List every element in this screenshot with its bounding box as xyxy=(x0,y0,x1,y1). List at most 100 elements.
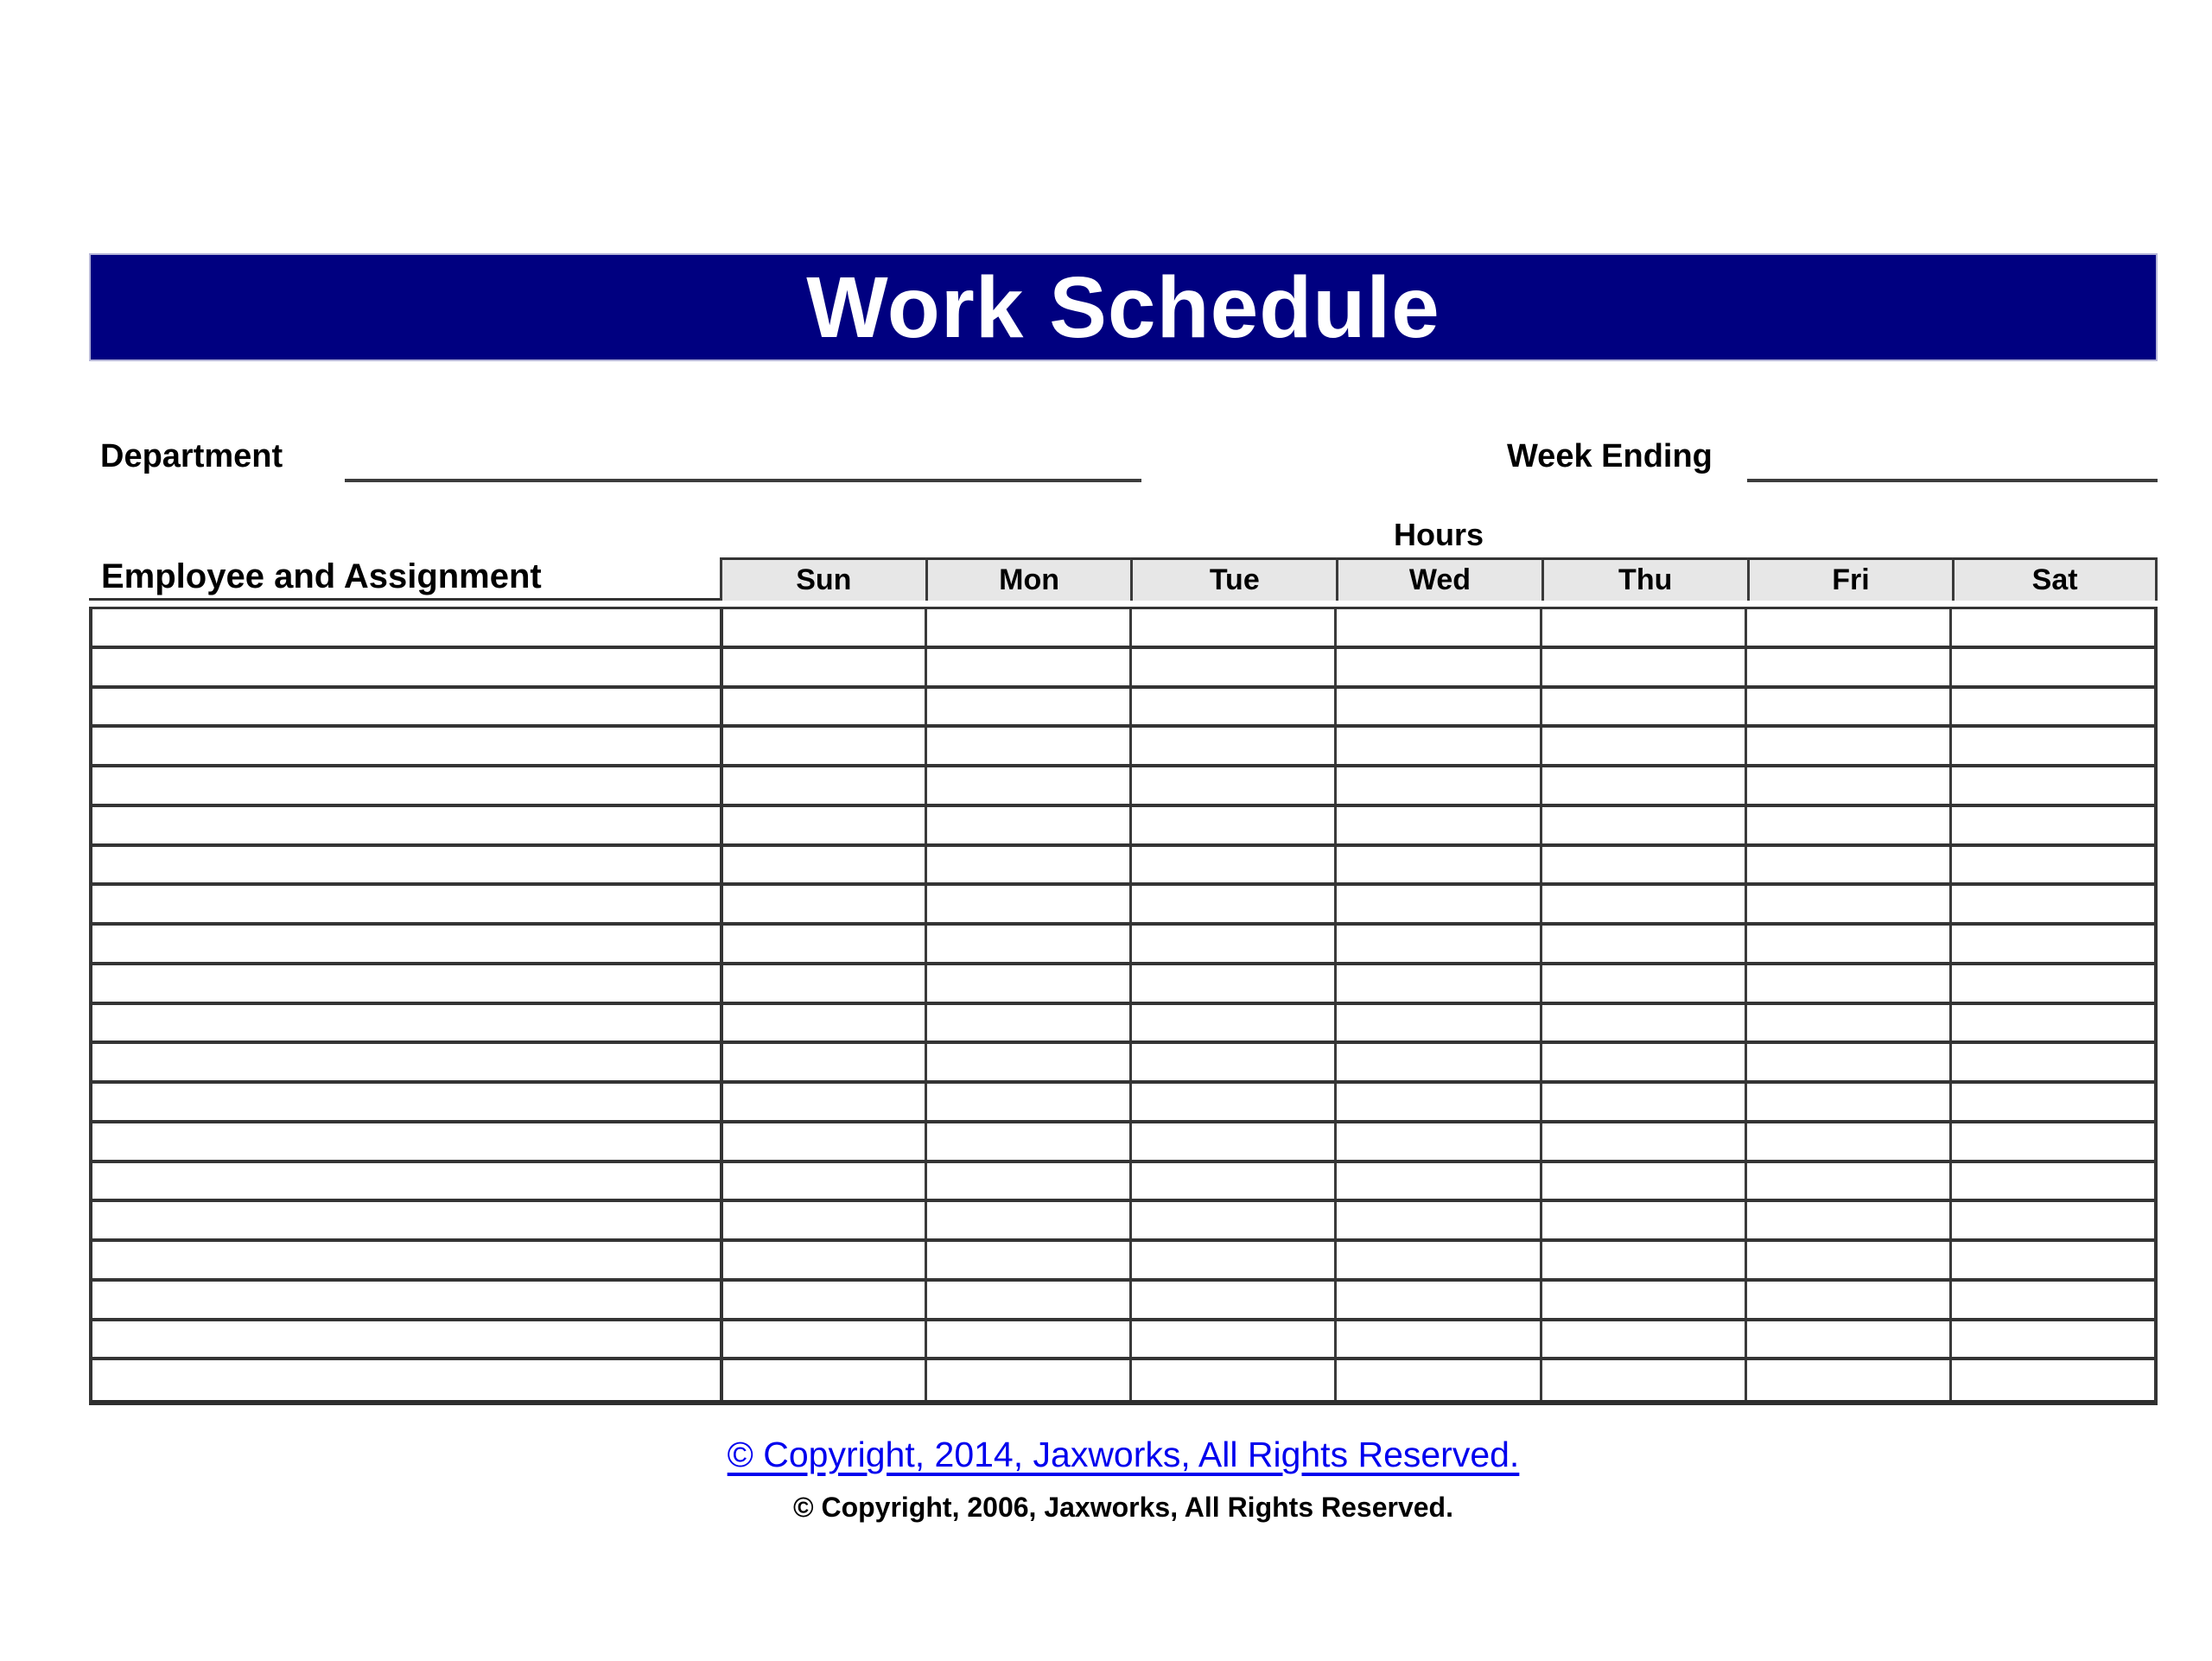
hours-cell[interactable] xyxy=(1744,767,1949,804)
hours-cell[interactable] xyxy=(1744,1162,1949,1200)
hours-cell[interactable] xyxy=(1539,1360,1745,1400)
hours-cell[interactable] xyxy=(1334,1004,1540,1041)
hours-cell[interactable] xyxy=(1129,1084,1335,1120)
hours-cell[interactable] xyxy=(925,1202,1130,1238)
hours-cell[interactable] xyxy=(1948,1084,2154,1120)
hours-cell[interactable] xyxy=(1334,1360,1540,1400)
hours-cell[interactable] xyxy=(720,1360,925,1400)
hours-cell[interactable] xyxy=(1539,688,1745,725)
employee-assignment-cell[interactable] xyxy=(92,1162,720,1200)
hours-cell[interactable] xyxy=(1539,1242,1745,1278)
hours-cell[interactable] xyxy=(1129,1321,1335,1358)
hours-cell[interactable] xyxy=(720,1123,925,1160)
hours-cell[interactable] xyxy=(925,1321,1130,1358)
hours-cell[interactable] xyxy=(720,728,925,764)
hours-cell[interactable] xyxy=(1334,1321,1540,1358)
hours-cell[interactable] xyxy=(925,926,1130,962)
hours-cell[interactable] xyxy=(925,1162,1130,1200)
hours-cell[interactable] xyxy=(720,609,925,646)
employee-assignment-cell[interactable] xyxy=(92,1242,720,1278)
hours-cell[interactable] xyxy=(1129,846,1335,883)
hours-cell[interactable] xyxy=(1539,886,1745,922)
hours-cell[interactable] xyxy=(1129,1281,1335,1318)
hours-cell[interactable] xyxy=(720,1242,925,1278)
hours-cell[interactable] xyxy=(925,728,1130,764)
hours-cell[interactable] xyxy=(1539,1123,1745,1160)
hours-cell[interactable] xyxy=(1948,767,2154,804)
week-ending-input-line[interactable] xyxy=(1747,479,2158,482)
hours-cell[interactable] xyxy=(1744,1044,1949,1080)
hours-cell[interactable] xyxy=(720,846,925,883)
hours-cell[interactable] xyxy=(720,648,925,685)
hours-cell[interactable] xyxy=(1129,1360,1335,1400)
hours-cell[interactable] xyxy=(720,688,925,725)
employee-assignment-cell[interactable] xyxy=(92,806,720,843)
hours-cell[interactable] xyxy=(720,1084,925,1120)
hours-cell[interactable] xyxy=(925,609,1130,646)
hours-cell[interactable] xyxy=(720,1004,925,1041)
hours-cell[interactable] xyxy=(1129,806,1335,843)
employee-assignment-cell[interactable] xyxy=(92,1084,720,1120)
hours-cell[interactable] xyxy=(1334,846,1540,883)
hours-cell[interactable] xyxy=(1744,1242,1949,1278)
hours-cell[interactable] xyxy=(720,767,925,804)
hours-cell[interactable] xyxy=(925,1084,1130,1120)
hours-cell[interactable] xyxy=(1129,609,1335,646)
hours-cell[interactable] xyxy=(1948,648,2154,685)
hours-cell[interactable] xyxy=(1744,1004,1949,1041)
hours-cell[interactable] xyxy=(1334,1162,1540,1200)
hours-cell[interactable] xyxy=(720,1162,925,1200)
employee-assignment-cell[interactable] xyxy=(92,1281,720,1318)
hours-cell[interactable] xyxy=(1334,728,1540,764)
hours-cell[interactable] xyxy=(1948,1321,2154,1358)
hours-cell[interactable] xyxy=(1334,926,1540,962)
hours-cell[interactable] xyxy=(1744,964,1949,1002)
hours-cell[interactable] xyxy=(1129,728,1335,764)
hours-cell[interactable] xyxy=(1129,1123,1335,1160)
hours-cell[interactable] xyxy=(1539,806,1745,843)
hours-cell[interactable] xyxy=(720,1321,925,1358)
hours-cell[interactable] xyxy=(1948,609,2154,646)
hours-cell[interactable] xyxy=(925,648,1130,685)
hours-cell[interactable] xyxy=(925,767,1130,804)
hours-cell[interactable] xyxy=(1948,806,2154,843)
hours-cell[interactable] xyxy=(1744,609,1949,646)
hours-cell[interactable] xyxy=(1129,1044,1335,1080)
hours-cell[interactable] xyxy=(1129,1004,1335,1041)
employee-assignment-cell[interactable] xyxy=(92,767,720,804)
hours-cell[interactable] xyxy=(1539,609,1745,646)
hours-cell[interactable] xyxy=(1948,1123,2154,1160)
hours-cell[interactable] xyxy=(1744,1360,1949,1400)
hours-cell[interactable] xyxy=(1539,1162,1745,1200)
employee-assignment-cell[interactable] xyxy=(92,1202,720,1238)
hours-cell[interactable] xyxy=(925,964,1130,1002)
hours-cell[interactable] xyxy=(1744,688,1949,725)
hours-cell[interactable] xyxy=(1948,688,2154,725)
hours-cell[interactable] xyxy=(1334,964,1540,1002)
hours-cell[interactable] xyxy=(1539,1084,1745,1120)
hours-cell[interactable] xyxy=(720,1202,925,1238)
hours-cell[interactable] xyxy=(1744,886,1949,922)
hours-cell[interactable] xyxy=(1129,648,1335,685)
hours-cell[interactable] xyxy=(1334,1084,1540,1120)
hours-cell[interactable] xyxy=(1744,806,1949,843)
employee-assignment-cell[interactable] xyxy=(92,1360,720,1400)
employee-assignment-cell[interactable] xyxy=(92,688,720,725)
hours-cell[interactable] xyxy=(1334,806,1540,843)
hours-cell[interactable] xyxy=(1744,1123,1949,1160)
hours-cell[interactable] xyxy=(1948,728,2154,764)
hours-cell[interactable] xyxy=(925,806,1130,843)
employee-assignment-cell[interactable] xyxy=(92,1044,720,1080)
hours-cell[interactable] xyxy=(1948,846,2154,883)
hours-cell[interactable] xyxy=(1948,1162,2154,1200)
hours-cell[interactable] xyxy=(1334,1242,1540,1278)
hours-cell[interactable] xyxy=(1948,1004,2154,1041)
hours-cell[interactable] xyxy=(1129,964,1335,1002)
hours-cell[interactable] xyxy=(720,806,925,843)
hours-cell[interactable] xyxy=(720,926,925,962)
hours-cell[interactable] xyxy=(925,886,1130,922)
department-input-line[interactable] xyxy=(345,479,1141,482)
hours-cell[interactable] xyxy=(1334,886,1540,922)
hours-cell[interactable] xyxy=(1539,1321,1745,1358)
hours-cell[interactable] xyxy=(1129,926,1335,962)
